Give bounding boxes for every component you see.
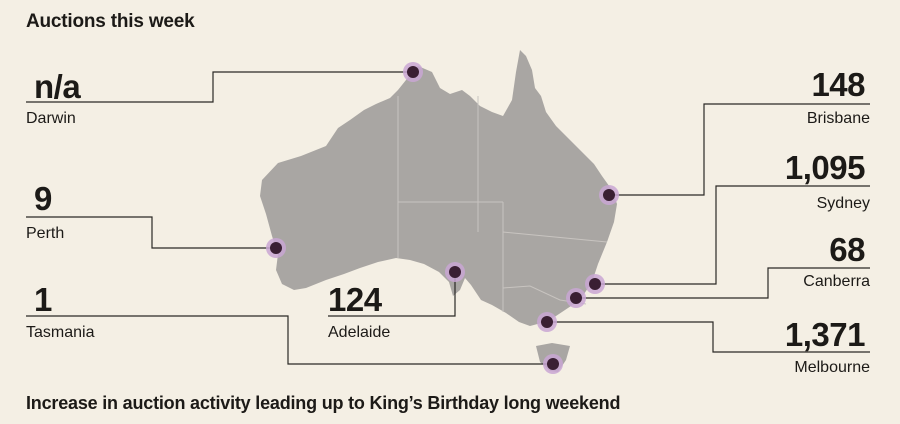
darwin-marker xyxy=(403,62,423,82)
perth-leader xyxy=(26,216,276,249)
canberra-label: Canberra xyxy=(803,273,870,290)
map-title: Auctions this week xyxy=(26,11,195,32)
adelaide-marker xyxy=(445,262,465,282)
canberra-marker xyxy=(566,288,586,308)
melbourne-value: 1,371 xyxy=(784,316,866,353)
leader-lines xyxy=(26,71,870,365)
tasmania-value: 1 xyxy=(34,281,52,318)
sydney-leader xyxy=(595,185,870,285)
darwin-leader xyxy=(26,71,413,103)
australia-mainland xyxy=(260,50,617,326)
tasmania-label: Tasmania xyxy=(26,324,95,341)
tasmania-marker xyxy=(543,354,563,374)
melbourne-marker xyxy=(537,312,557,332)
perth-value: 9 xyxy=(34,180,52,217)
canberra-leader xyxy=(576,267,870,299)
tasmania-leader xyxy=(26,315,553,365)
melbourne-label: Melbourne xyxy=(794,359,870,376)
city-markers xyxy=(266,62,619,374)
darwin-label: Darwin xyxy=(26,110,76,127)
melbourne-leader xyxy=(547,321,870,353)
adelaide-label: Adelaide xyxy=(328,324,391,341)
sydney-label: Sydney xyxy=(816,195,870,212)
darwin-value: n/a xyxy=(34,68,81,105)
brisbane-label: Brisbane xyxy=(806,110,870,127)
brisbane-marker xyxy=(599,185,619,205)
adelaide-value: 124 xyxy=(328,281,382,318)
brisbane-value: 148 xyxy=(811,66,865,103)
sydney-value: 1,095 xyxy=(784,149,866,186)
canberra-value: 68 xyxy=(829,231,865,268)
sydney-marker xyxy=(585,274,605,294)
perth-label: Perth xyxy=(26,225,65,242)
adelaide-leader xyxy=(328,272,456,317)
brisbane-leader xyxy=(609,103,870,196)
perth-marker xyxy=(266,238,286,258)
map-footer-note: Increase in auction activity leading up … xyxy=(26,393,621,413)
